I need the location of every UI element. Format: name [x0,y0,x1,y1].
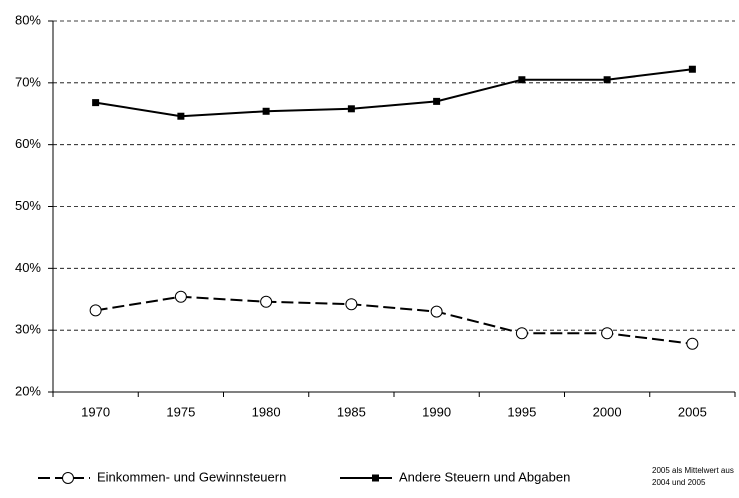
point [688,65,696,73]
point [262,107,270,115]
x-tick-label: 2005 [678,404,707,419]
point [92,99,100,107]
x-tick-label: 1970 [81,404,110,419]
y-tick-label: 80% [15,12,41,27]
y-tick-label: 30% [15,322,41,337]
legend-marker [372,474,379,482]
x-tick-label: 1985 [337,404,366,419]
point [601,327,614,340]
y-tick-label: 70% [15,74,41,89]
x-tick-label: 1975 [166,404,195,419]
point [433,97,441,105]
point [347,105,355,113]
y-tick-label: 40% [15,260,41,275]
point [260,295,273,308]
y-tick-label: 60% [15,136,41,151]
point [515,327,528,340]
y-tick-label: 50% [15,198,41,213]
point [603,76,611,84]
x-tick-label: 1990 [422,404,451,419]
x-tick-label: 2000 [593,404,622,419]
point [686,337,699,350]
point [177,112,185,120]
point [345,298,358,311]
annotation: 2005 als Mittelwert aus [652,466,734,475]
series-line [95,68,693,118]
point [89,304,102,317]
point [174,290,187,303]
point [430,305,443,318]
annotation: 2004 und 2005 [652,478,706,487]
point [518,76,526,84]
legend-label: Einkommen- und Gewinnsteuern [97,469,286,484]
x-tick-label: 1980 [252,404,281,419]
series-line [95,295,693,345]
y-tick-label: 20% [15,383,41,398]
legend-marker [62,472,74,484]
legend-label: Andere Steuern und Abgaben [399,469,570,484]
x-tick-label: 1995 [507,404,536,419]
